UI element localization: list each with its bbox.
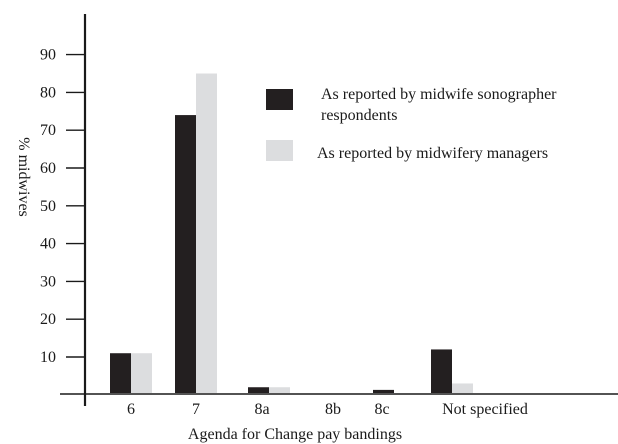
x-tick-label: 8c (374, 401, 389, 418)
bar-sonographer-respondents (175, 115, 196, 393)
x-tick-label: 8b (325, 401, 341, 418)
y-tick-label: 40 (40, 236, 56, 253)
legend-label: As reported by midwifery managers (317, 145, 548, 162)
bar-sonographer-respondents (248, 387, 269, 393)
x-tick-label: 8a (254, 401, 269, 418)
y-tick-label: 50 (40, 198, 56, 215)
bar-sonographer-respondents (373, 389, 394, 393)
y-tick-label: 60 (40, 160, 56, 177)
x-tick-label: Not specified (442, 401, 528, 418)
x-axis-title: Agenda for Change pay bandings (188, 426, 402, 443)
y-tick-label: 80 (40, 84, 56, 101)
y-tick-label: 70 (40, 122, 56, 139)
legend: As reported by midwife sonographer respon… (266, 86, 557, 162)
bar-sonographer-respondents (431, 349, 452, 393)
bar-midwifery-managers (131, 353, 152, 393)
bar-midwifery-managers (269, 387, 290, 393)
legend-label: respondents (321, 107, 397, 124)
y-tick-label: 30 (40, 273, 56, 290)
bars (110, 73, 473, 393)
x-tick-label: 7 (192, 401, 200, 418)
x-tick-label: 6 (127, 401, 135, 418)
bar-midwifery-managers (196, 73, 217, 393)
y-tick-label: 10 (40, 349, 56, 366)
legend-label: As reported by midwife sonographer (321, 86, 557, 103)
bar-sonographer-respondents (110, 353, 131, 393)
legend-swatch (266, 140, 293, 161)
y-tick-label: 20 (40, 311, 56, 328)
y-tick-label: 90 (40, 47, 56, 64)
x-tick-labels: 6 7 8a 8b 8c Not specified (127, 401, 528, 418)
legend-swatch (266, 89, 293, 110)
bar-midwifery-managers (452, 383, 473, 393)
y-ticks: 10 20 30 40 50 60 70 80 90 (40, 47, 85, 366)
y-axis-title: % midwives (15, 137, 32, 217)
axes (60, 14, 618, 406)
